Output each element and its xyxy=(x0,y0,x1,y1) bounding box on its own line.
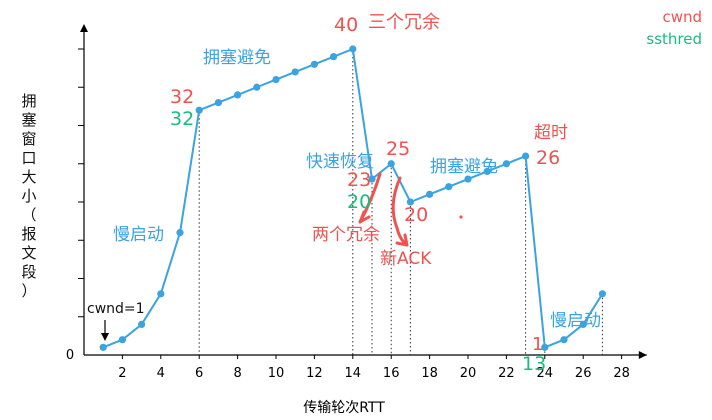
data-point xyxy=(253,83,261,91)
x-tick-label: 20 xyxy=(460,366,477,381)
annotation-label: 1 xyxy=(532,334,544,355)
data-point xyxy=(502,160,510,168)
x-axis-arrow xyxy=(638,351,647,359)
data-point xyxy=(99,343,107,351)
y-axis-label: 拥塞窗口大小（报文段） xyxy=(21,92,37,300)
x-tick-label: 12 xyxy=(306,366,323,381)
data-point xyxy=(330,53,338,61)
x-tick-label: 10 xyxy=(268,366,285,381)
annotation-label: 新ACK xyxy=(380,249,432,269)
data-point xyxy=(406,198,414,206)
annotation-label: 25 xyxy=(386,138,411,160)
x-tick-label: 28 xyxy=(613,366,630,381)
data-point xyxy=(291,68,299,76)
hand-annotations xyxy=(101,172,463,341)
cwnd-arrow-head xyxy=(101,333,109,341)
red-arrow-two-dupacks xyxy=(358,172,382,224)
data-point xyxy=(598,290,607,298)
annotation-label: 快速恢复 xyxy=(306,152,374,172)
x-tick-label: 2 xyxy=(118,366,126,381)
x-tick-label: 24 xyxy=(537,366,554,381)
data-point xyxy=(349,45,357,53)
x-tick-label: 14 xyxy=(345,366,362,381)
annotation-label: 20 xyxy=(404,204,429,226)
data-point xyxy=(541,343,549,351)
data-point xyxy=(445,183,453,191)
data-point xyxy=(234,91,242,99)
data-point xyxy=(426,190,434,198)
data-point xyxy=(387,160,395,168)
annotation-label: cwnd=1 xyxy=(87,301,145,317)
data-point xyxy=(157,290,165,298)
data-point xyxy=(138,320,146,328)
annotation-label: 20 xyxy=(347,191,372,213)
annotation-label: 三个冗余 xyxy=(368,12,440,33)
legend-cwnd: cwnd xyxy=(662,8,702,26)
data-point xyxy=(522,152,530,160)
series-points xyxy=(99,45,607,351)
x-tick-label: 8 xyxy=(233,366,241,381)
data-point xyxy=(483,167,491,175)
x-tick-label: 6 xyxy=(195,366,203,381)
data-point xyxy=(310,60,318,68)
x-axis-label: 传输轮次RTT xyxy=(303,400,385,416)
annotation-label: 慢启动 xyxy=(113,225,164,245)
red-dot xyxy=(459,215,463,219)
x-tick-label: 26 xyxy=(575,366,592,381)
annotation-label: 拥塞避免 xyxy=(430,157,498,177)
annotation-label: 两个冗余 xyxy=(312,225,380,245)
legend-ssthred: ssthred xyxy=(646,30,702,48)
annotation-label: 慢启动 xyxy=(550,311,601,331)
data-point xyxy=(272,76,280,84)
data-point xyxy=(118,336,126,344)
data-point xyxy=(579,320,587,328)
x-tick-label: 16 xyxy=(383,366,400,381)
data-point xyxy=(368,175,376,183)
y-zero-label: 0 xyxy=(66,348,74,363)
y-axis-arrow xyxy=(80,24,88,32)
annotation-label: 拥塞避免 xyxy=(203,48,271,68)
annotation-label: 13 xyxy=(522,353,547,375)
annotation-label: 超时 xyxy=(534,123,568,143)
x-tick-label: 4 xyxy=(157,366,165,381)
annotation-label: 40 xyxy=(334,14,359,36)
annotation-label: 32 xyxy=(170,108,195,130)
annotation-label: 23 xyxy=(347,169,372,191)
x-tick-label: 22 xyxy=(498,366,515,381)
data-point xyxy=(560,336,568,344)
data-point xyxy=(464,175,472,183)
data-point xyxy=(214,98,222,107)
annotation-label: 26 xyxy=(536,147,561,169)
data-point xyxy=(195,106,203,114)
annotation-label: 32 xyxy=(170,86,195,108)
red-arrow-new-ack xyxy=(391,176,409,247)
x-tick-label: 18 xyxy=(421,366,438,381)
axes xyxy=(78,24,647,359)
data-point xyxy=(176,229,184,237)
